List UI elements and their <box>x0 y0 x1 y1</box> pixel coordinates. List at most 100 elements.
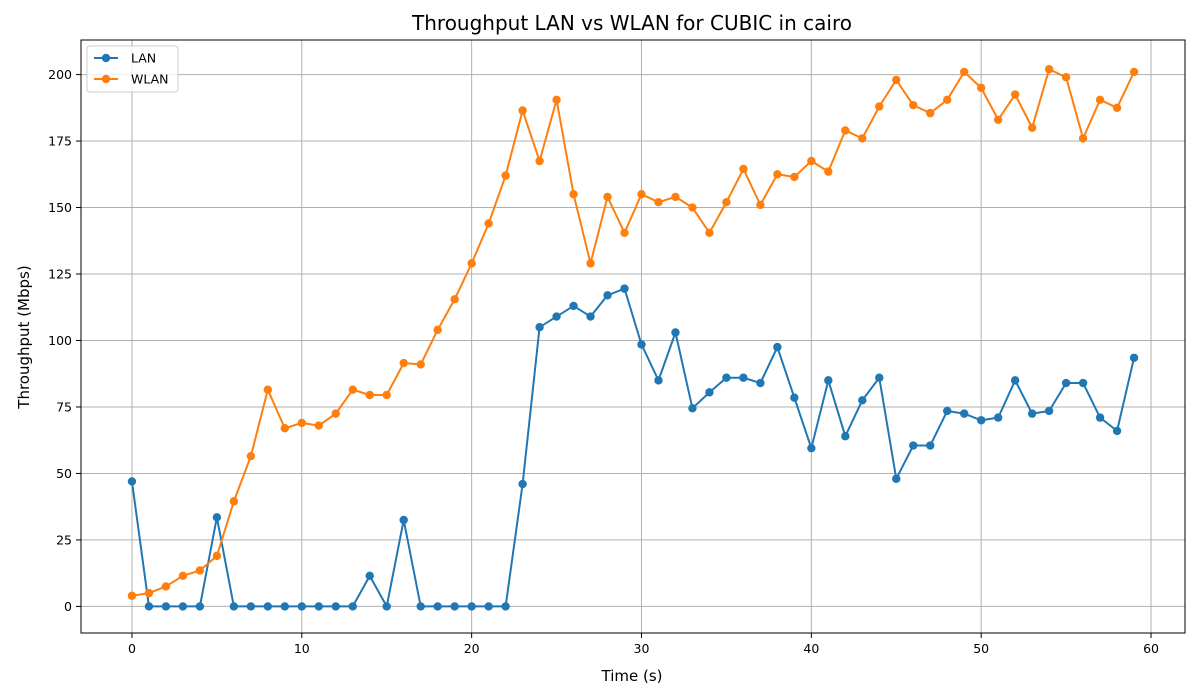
data-point-wlan <box>314 421 323 430</box>
data-point-lan <box>382 602 391 611</box>
data-point-wlan <box>348 385 357 394</box>
data-point-lan <box>127 477 137 486</box>
data-point-lan <box>739 373 748 382</box>
data-point-lan <box>569 301 578 311</box>
data-point-wlan <box>739 164 748 174</box>
x-tick-label: 10 <box>294 641 310 656</box>
data-point-lan <box>314 602 323 611</box>
data-point-lan <box>993 413 1003 422</box>
data-point-lan <box>552 312 561 321</box>
data-point-wlan <box>1044 65 1054 74</box>
y-tick-label: 200 <box>48 67 72 82</box>
data-point-wlan <box>1061 73 1071 82</box>
data-point-lan <box>586 312 595 321</box>
data-point-wlan <box>569 190 578 199</box>
data-point-wlan <box>246 451 256 461</box>
x-axis-label: Time (s) <box>601 667 663 685</box>
x-tick-label: 30 <box>634 641 650 656</box>
data-point-wlan <box>688 203 697 212</box>
data-point-wlan <box>960 67 969 77</box>
x-tick-label: 20 <box>464 641 480 656</box>
data-point-wlan <box>195 566 205 575</box>
data-point-wlan <box>807 156 816 166</box>
data-point-wlan <box>790 172 799 182</box>
data-point-wlan <box>144 588 154 598</box>
data-point-wlan <box>705 228 714 237</box>
data-point-lan <box>637 340 646 349</box>
data-point-wlan <box>382 390 391 400</box>
data-point-wlan <box>824 167 833 176</box>
data-point-lan <box>467 602 476 611</box>
data-point-lan <box>909 441 918 450</box>
data-point-lan <box>603 291 612 300</box>
data-point-lan <box>1095 413 1105 422</box>
data-point-wlan <box>654 198 663 207</box>
data-point-wlan <box>178 571 188 581</box>
data-point-wlan <box>552 95 561 105</box>
y-tick-label: 0 <box>64 599 72 614</box>
data-point-lan <box>280 602 290 611</box>
data-point-wlan <box>841 126 850 135</box>
data-point-wlan <box>416 360 425 369</box>
data-point-lan <box>858 396 867 405</box>
data-point-wlan <box>620 228 629 237</box>
data-point-wlan <box>943 95 952 105</box>
data-point-wlan <box>212 551 222 561</box>
data-point-lan <box>484 602 493 611</box>
chart-title: Throughput LAN vs WLAN for CUBIC in cair… <box>411 11 852 35</box>
data-point-wlan <box>161 582 171 591</box>
data-point-wlan <box>875 102 884 111</box>
data-point-wlan <box>365 390 374 400</box>
data-point-wlan <box>756 200 765 210</box>
data-point-wlan <box>858 134 867 143</box>
data-point-wlan <box>603 192 612 202</box>
x-tick-label: 50 <box>973 641 989 656</box>
data-point-lan <box>1112 426 1122 436</box>
data-point-lan <box>1044 406 1054 416</box>
data-point-lan <box>892 474 901 483</box>
y-tick-label: 25 <box>56 532 72 547</box>
data-point-lan <box>416 602 425 611</box>
data-point-lan <box>671 328 680 337</box>
data-point-wlan <box>1129 67 1139 77</box>
y-tick-label: 125 <box>48 267 72 282</box>
y-tick-label: 50 <box>56 466 72 481</box>
data-point-lan <box>212 513 222 522</box>
data-point-wlan <box>1095 95 1105 105</box>
data-point-lan <box>450 602 459 611</box>
data-point-lan <box>399 515 408 525</box>
data-point-wlan <box>1010 90 1020 99</box>
data-point-wlan <box>1027 123 1037 132</box>
y-axis-label: Throughput (Mbps) <box>15 265 33 409</box>
data-point-wlan <box>909 100 918 110</box>
data-point-lan <box>348 602 357 611</box>
y-tick-label: 75 <box>56 399 72 414</box>
x-axis-ticks: 0 10 20 30 40 50 60 <box>128 633 1159 656</box>
y-tick-label: 100 <box>48 333 72 348</box>
legend-item-lan: LAN <box>94 51 156 66</box>
data-point-lan <box>1129 353 1139 362</box>
y-tick-label: 175 <box>48 134 72 149</box>
legend-label: WLAN <box>131 72 169 87</box>
data-point-lan <box>297 602 306 611</box>
legend: LAN WLAN <box>86 45 179 93</box>
data-point-lan <box>722 373 731 382</box>
data-point-wlan <box>263 385 273 394</box>
data-point-lan <box>620 284 629 293</box>
data-point-wlan <box>926 108 935 118</box>
data-point-lan <box>841 432 850 441</box>
data-point-wlan <box>586 259 595 268</box>
data-point-lan <box>688 404 697 413</box>
data-point-wlan <box>535 156 544 166</box>
data-point-lan <box>144 602 154 611</box>
data-point-lan <box>1078 378 1088 388</box>
legend-swatch-marker <box>101 53 111 63</box>
data-point-lan <box>773 342 782 352</box>
data-point-wlan <box>722 198 731 207</box>
data-point-lan <box>331 602 340 611</box>
data-point-wlan <box>1078 134 1088 143</box>
series-lan <box>127 284 1139 611</box>
data-point-lan <box>926 441 935 450</box>
data-point-lan <box>195 602 205 611</box>
